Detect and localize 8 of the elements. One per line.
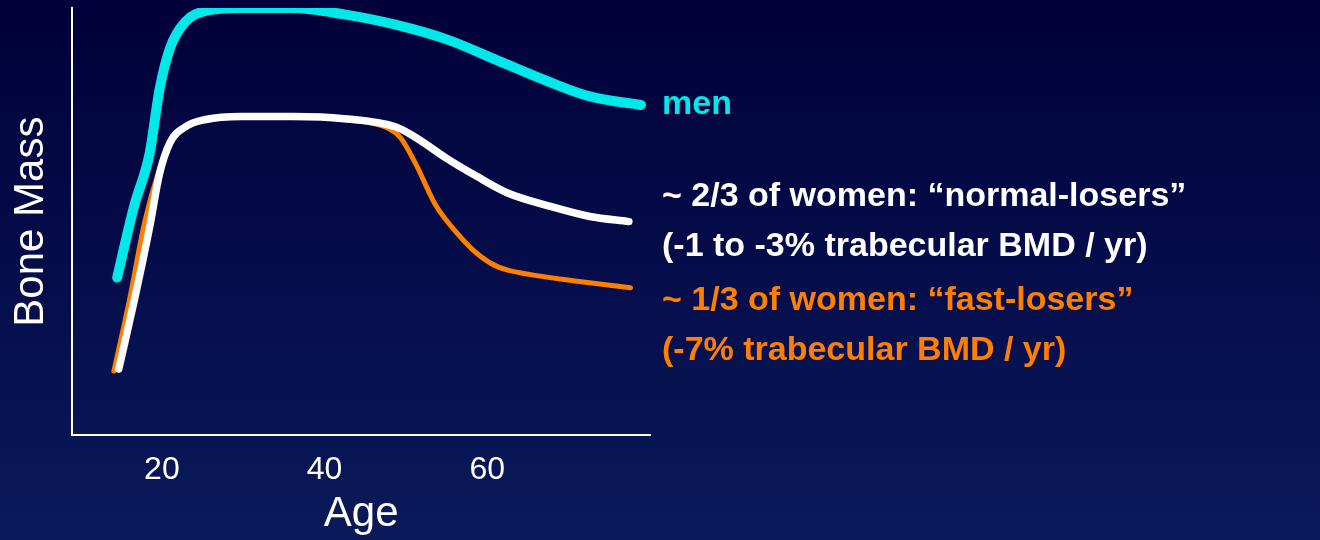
x-tick-label: 20: [144, 450, 180, 487]
x-axis-title: Age: [323, 488, 399, 536]
x-tick-label: 60: [469, 450, 506, 487]
series-label: ~ 2/3 of women: “normal-losers” (-1 to -3% trabecular BMD / yr): [662, 174, 1187, 263]
series-label: ~ 1/3 of women: “fast-losers” (-7% trabecular BMD / yr): [662, 278, 1134, 367]
x-tick-label: 40: [306, 450, 343, 487]
y-axis-title: Bone Mass: [4, 116, 52, 327]
series-label: men: [662, 83, 732, 122]
